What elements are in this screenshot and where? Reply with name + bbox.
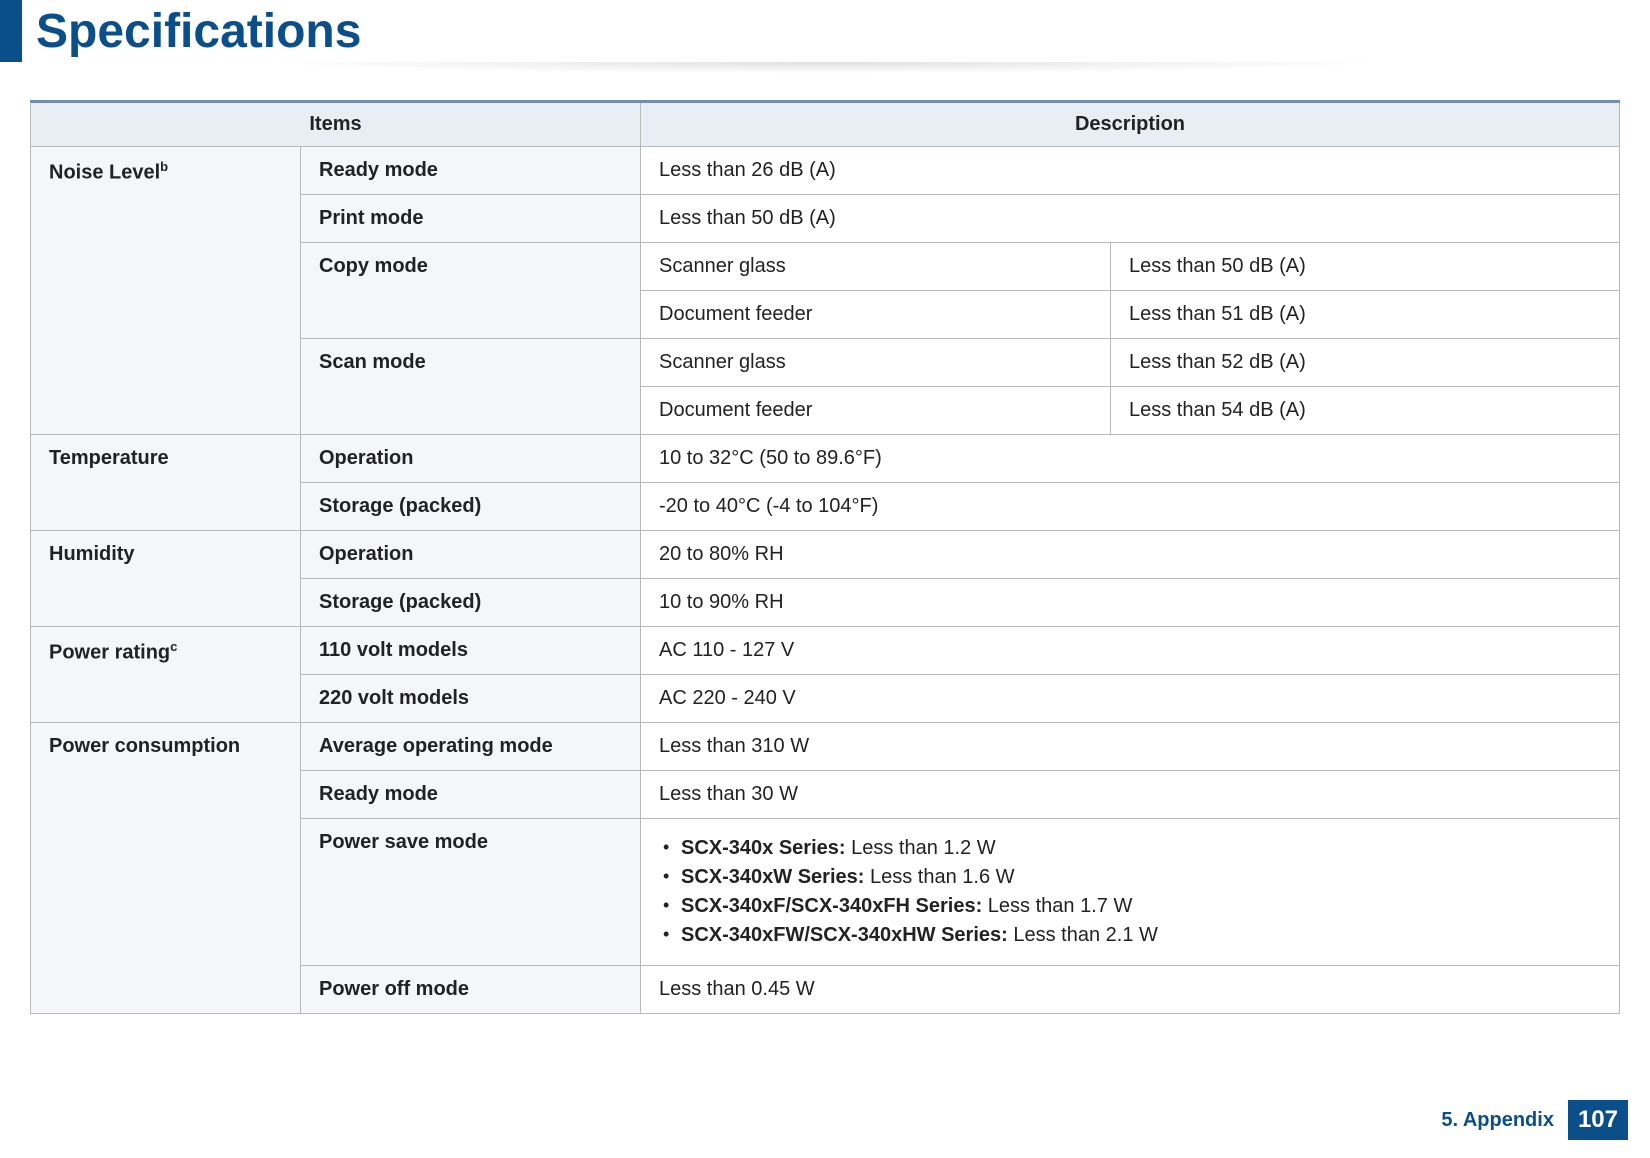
cell-sub: 220 volt models xyxy=(301,675,641,723)
list-item: SCX-340xW Series: Less than 1.6 W xyxy=(659,866,1601,889)
cell-sub: Operation xyxy=(301,435,641,483)
cell-value: Less than 50 dB (A) xyxy=(641,195,1620,243)
cell-value: Less than 51 dB (A) xyxy=(1111,291,1620,339)
footer-chapter: 5. Appendix xyxy=(1441,1109,1554,1132)
list-item-bold: SCX-340xFW/SCX-340xHW Series: xyxy=(681,924,1008,946)
cell-sub: Power save mode xyxy=(301,819,641,966)
footnote-sup: c xyxy=(170,639,177,654)
cell-value: Less than 54 dB (A) xyxy=(1111,387,1620,435)
cell-sub: Power off mode xyxy=(301,966,641,1014)
cell-value: -20 to 40°C (-4 to 104°F) xyxy=(641,483,1620,531)
cell-value: 20 to 80% RH xyxy=(641,531,1620,579)
cell-value: Less than 310 W xyxy=(641,723,1620,771)
cell-sub: Print mode xyxy=(301,195,641,243)
cell-value: Document feeder xyxy=(641,387,1111,435)
cell-sub: Ready mode xyxy=(301,771,641,819)
power-save-list: SCX-340x Series: Less than 1.2 WSCX-340x… xyxy=(659,837,1601,947)
cell-value: AC 110 - 127 V xyxy=(641,627,1620,675)
table-row: Temperature Operation 10 to 32°C (50 to … xyxy=(31,435,1620,483)
cell-sub: 110 volt models xyxy=(301,627,641,675)
cell-sub: Average operating mode xyxy=(301,723,641,771)
cell-value: AC 220 - 240 V xyxy=(641,675,1620,723)
title-bar: Specifications xyxy=(0,0,1650,62)
list-item-bold: SCX-340xW Series: xyxy=(681,866,864,888)
cell-label: Noise Level xyxy=(49,162,160,184)
list-item-rest: Less than 1.6 W xyxy=(864,866,1014,888)
list-item-bold: SCX-340xF/SCX-340xFH Series: xyxy=(681,895,982,917)
cell-value: 10 to 90% RH xyxy=(641,579,1620,627)
title-divider xyxy=(18,62,1632,78)
content: Items Description Noise Levelb Ready mod… xyxy=(0,78,1650,1014)
table-row: Power consumption Average operating mode… xyxy=(31,723,1620,771)
table-header-items: Items xyxy=(31,102,641,147)
cell-label: Power rating xyxy=(49,642,170,664)
cell-value: Less than 52 dB (A) xyxy=(1111,339,1620,387)
list-item: SCX-340xF/SCX-340xFH Series: Less than 1… xyxy=(659,895,1601,918)
cell-sub: Storage (packed) xyxy=(301,483,641,531)
page-title: Specifications xyxy=(22,0,361,59)
footnote-sup: b xyxy=(160,159,168,174)
cell-value: 10 to 32°C (50 to 89.6°F) xyxy=(641,435,1620,483)
cell-value: Scanner glass xyxy=(641,243,1111,291)
list-item-bold: SCX-340x Series: xyxy=(681,837,846,859)
title-accent-block xyxy=(0,0,22,62)
list-item: SCX-340x Series: Less than 1.2 W xyxy=(659,837,1601,860)
cell-value: Less than 0.45 W xyxy=(641,966,1620,1014)
list-item-rest: Less than 2.1 W xyxy=(1008,924,1158,946)
cell-humidity: Humidity xyxy=(31,531,301,627)
cell-power-rating: Power ratingc xyxy=(31,627,301,723)
cell-value: Document feeder xyxy=(641,291,1111,339)
list-item-rest: Less than 1.7 W xyxy=(982,895,1132,917)
cell-value: Scanner glass xyxy=(641,339,1111,387)
cell-value: Less than 26 dB (A) xyxy=(641,147,1620,195)
list-item: SCX-340xFW/SCX-340xHW Series: Less than … xyxy=(659,924,1601,947)
cell-sub: Storage (packed) xyxy=(301,579,641,627)
cell-temperature: Temperature xyxy=(31,435,301,531)
cell-sub: Scan mode xyxy=(301,339,641,435)
specifications-table: Items Description Noise Levelb Ready mod… xyxy=(30,100,1620,1014)
table-row: Humidity Operation 20 to 80% RH xyxy=(31,531,1620,579)
footer: 5. Appendix 107 xyxy=(1441,1100,1628,1140)
cell-sub: Ready mode xyxy=(301,147,641,195)
list-item-rest: Less than 1.2 W xyxy=(846,837,996,859)
cell-value: Less than 50 dB (A) xyxy=(1111,243,1620,291)
cell-value: SCX-340x Series: Less than 1.2 WSCX-340x… xyxy=(641,819,1620,966)
cell-sub: Copy mode xyxy=(301,243,641,339)
cell-sub: Operation xyxy=(301,531,641,579)
table-header-description: Description xyxy=(641,102,1620,147)
footer-page-number: 107 xyxy=(1568,1100,1628,1140)
table-row: Power ratingc 110 volt models AC 110 - 1… xyxy=(31,627,1620,675)
cell-power-consumption: Power consumption xyxy=(31,723,301,1014)
table-row: Noise Levelb Ready mode Less than 26 dB … xyxy=(31,147,1620,195)
cell-noise-level: Noise Levelb xyxy=(31,147,301,435)
cell-value: Less than 30 W xyxy=(641,771,1620,819)
